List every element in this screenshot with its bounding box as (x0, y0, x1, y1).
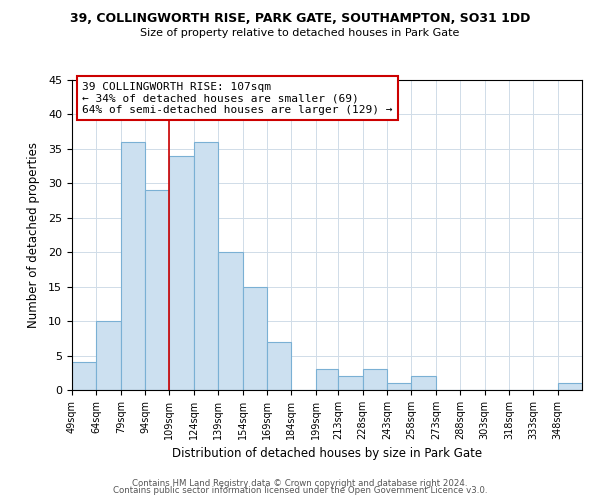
Bar (387, 383, 412, 390)
Text: Size of property relative to detached houses in Park Gate: Size of property relative to detached ho… (140, 28, 460, 38)
Bar (242, 286, 267, 390)
Text: 39, COLLINGWORTH RISE, PARK GATE, SOUTHAMPTON, SO31 1DD: 39, COLLINGWORTH RISE, PARK GATE, SOUTHA… (70, 12, 530, 26)
Bar (72, 362, 97, 390)
Bar (218, 252, 242, 390)
Text: Contains HM Land Registry data © Crown copyright and database right 2024.: Contains HM Land Registry data © Crown c… (132, 478, 468, 488)
Bar (145, 190, 169, 390)
Bar (316, 370, 338, 390)
Bar (338, 376, 363, 390)
Y-axis label: Number of detached properties: Number of detached properties (27, 142, 40, 328)
Text: Contains public sector information licensed under the Open Government Licence v3: Contains public sector information licen… (113, 486, 487, 495)
Bar (97, 321, 121, 390)
Bar (557, 383, 582, 390)
Bar (194, 142, 218, 390)
Bar (412, 376, 436, 390)
X-axis label: Distribution of detached houses by size in Park Gate: Distribution of detached houses by size … (172, 448, 482, 460)
Bar (267, 342, 291, 390)
Bar (363, 370, 387, 390)
Bar (169, 156, 194, 390)
Bar (121, 142, 145, 390)
Text: 39 COLLINGWORTH RISE: 107sqm
← 34% of detached houses are smaller (69)
64% of se: 39 COLLINGWORTH RISE: 107sqm ← 34% of de… (82, 82, 392, 115)
